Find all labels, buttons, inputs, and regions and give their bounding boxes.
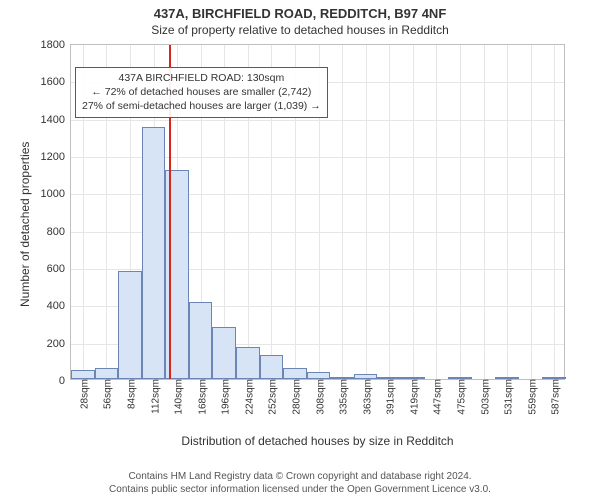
gridline-v [507,45,508,379]
histogram-bar [71,370,95,379]
xtick-label: 419sqm [405,379,420,415]
xtick-label: 475sqm [452,379,467,415]
gridline-v [460,45,461,379]
y-axis-title: Number of detached properties [18,142,32,307]
gridline-v [389,45,390,379]
xtick-label: 559sqm [523,379,538,415]
histogram-bar [189,302,213,379]
ytick-label: 0 [59,375,71,387]
xtick-label: 280sqm [287,379,302,415]
xtick-label: 140sqm [170,379,185,415]
ytick-label: 1600 [41,76,71,88]
xtick-label: 84sqm [122,379,137,409]
histogram-bar [142,127,166,379]
histogram-bar [212,327,236,379]
gridline-v [436,45,437,379]
annotation-line: 27% of semi-detached houses are larger (… [82,99,321,113]
ytick-label: 1400 [41,114,71,126]
ytick-label: 1000 [41,188,71,200]
ytick-label: 600 [47,263,71,275]
ytick-label: 1200 [41,151,71,163]
ytick-label: 400 [47,300,71,312]
histogram-bar [260,355,284,379]
histogram-bar [283,368,307,379]
ytick-label: 800 [47,226,71,238]
xtick-label: 28sqm [75,379,90,409]
footer-line-1: Contains HM Land Registry data © Crown c… [0,471,600,484]
gridline-v [531,45,532,379]
footer-line-2: Contains public sector information licen… [0,484,600,497]
xtick-label: 112sqm [146,379,161,414]
xtick-label: 335sqm [335,379,350,415]
xtick-label: 587sqm [547,379,562,415]
gridline-v [413,45,414,379]
xtick-label: 503sqm [476,379,491,415]
xtick-label: 447sqm [429,379,444,415]
xtick-label: 531sqm [500,379,515,415]
histogram-bar [236,347,260,379]
gridline-v [342,45,343,379]
ytick-label: 200 [47,338,71,350]
xtick-label: 224sqm [240,379,255,415]
xtick-label: 391sqm [382,379,397,415]
x-axis-title: Distribution of detached houses by size … [70,434,565,448]
xtick-label: 363sqm [358,379,373,415]
plot-area: 02004006008001000120014001600180028sqm56… [71,45,564,379]
xtick-label: 56sqm [99,379,114,409]
annotation-line: 437A BIRCHFIELD ROAD: 130sqm [82,71,321,85]
gridline-v [554,45,555,379]
xtick-label: 252sqm [264,379,279,415]
chart-subtitle: Size of property relative to detached ho… [0,21,600,39]
property-annotation: 437A BIRCHFIELD ROAD: 130sqm← 72% of det… [75,67,328,118]
chart-title: 437A, BIRCHFIELD ROAD, REDDITCH, B97 4NF [0,0,600,21]
chart-container: 437A, BIRCHFIELD ROAD, REDDITCH, B97 4NF… [0,0,600,500]
xtick-label: 168sqm [193,379,208,415]
footer: Contains HM Land Registry data © Crown c… [0,471,600,496]
gridline-v [484,45,485,379]
histogram-bar [307,372,331,379]
histogram-bar [118,271,142,379]
xtick-label: 196sqm [217,379,232,415]
histogram-bar [95,368,119,379]
plot-frame: 02004006008001000120014001600180028sqm56… [70,44,565,380]
xtick-label: 308sqm [311,379,326,415]
ytick-label: 1800 [41,39,71,51]
gridline-h [71,120,564,121]
gridline-v [366,45,367,379]
annotation-line: ← 72% of detached houses are smaller (2,… [82,85,321,99]
